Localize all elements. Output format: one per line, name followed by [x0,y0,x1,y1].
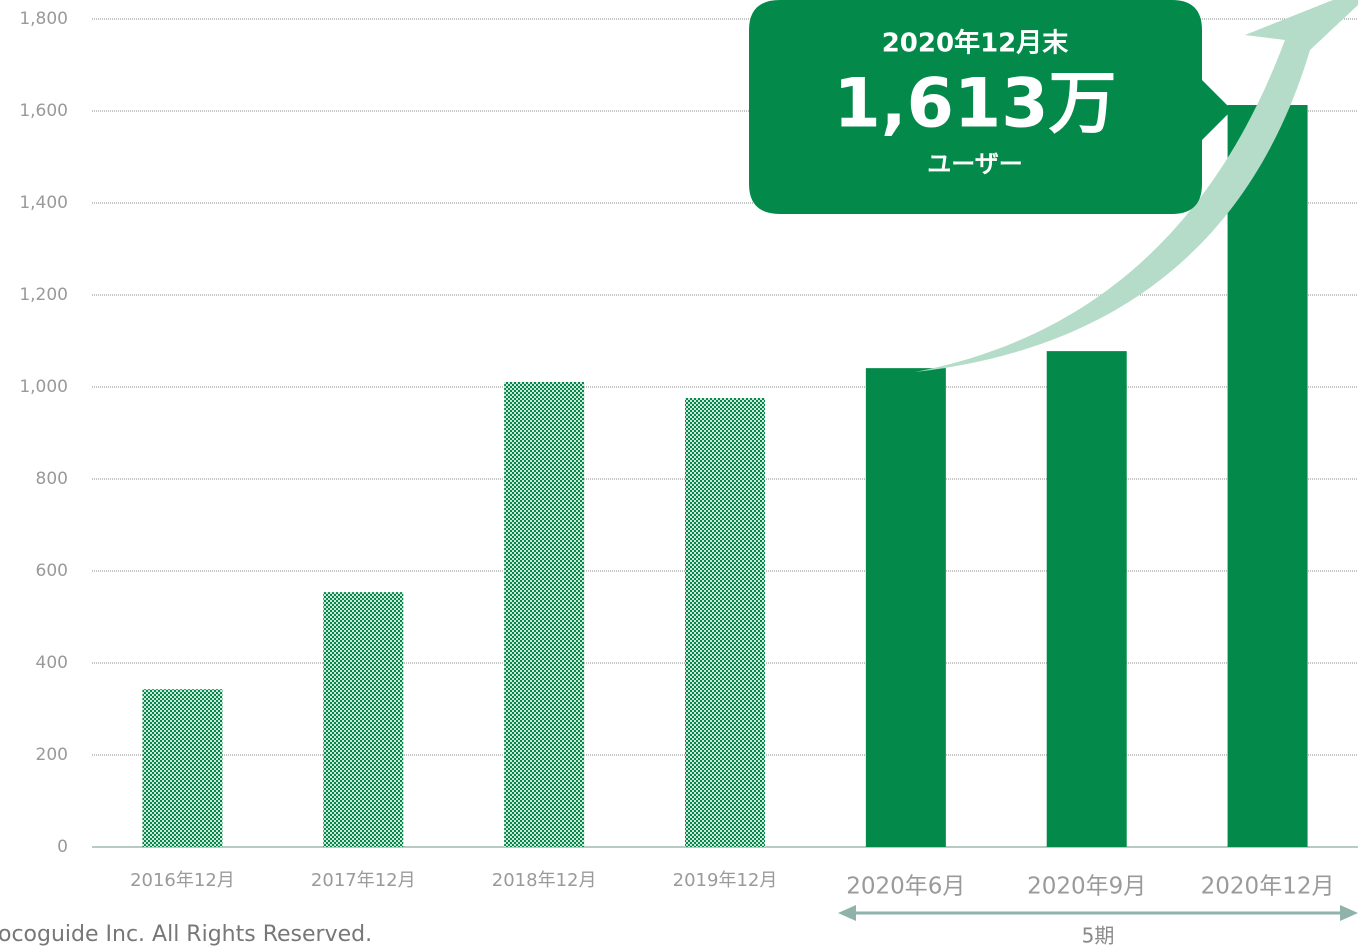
callout-box [749,0,1232,214]
footer: ocoguide Inc. All Rights Reserved. [0,922,372,947]
y-tick-label: 400 [36,653,68,673]
y-tick-label: 1,400 [19,193,68,213]
bar [1046,351,1127,847]
bar [323,592,404,847]
bar [685,398,765,847]
bar [865,368,946,847]
x-tick-label: 2020年12月 [1201,874,1335,900]
callout-value: 1,613万 [833,65,1116,144]
y-tick-label: 1,200 [19,285,68,305]
callout: 2020年12月末 1,613万 ユーザー [749,0,1232,214]
bar [1227,105,1308,847]
bar [142,689,223,847]
callout-date: 2020年12月末 [882,28,1070,59]
y-tick-label: 0 [57,837,68,857]
arrow-head [838,905,856,921]
x-tick-label: 2018年12月 [492,870,597,891]
x-tick-label: 2020年9月 [1027,874,1146,900]
arrow-head [1340,905,1358,921]
y-tick-label: 1,600 [19,101,68,121]
period-label: 5期 [1082,924,1115,948]
period-arrow [838,905,1358,921]
y-tick-label: 800 [36,469,68,489]
x-tick-label: 2019年12月 [673,870,778,891]
x-tick-label: 2016年12月 [130,870,235,891]
x-tick-label: 2017年12月 [311,870,416,891]
bar [504,381,585,847]
y-tick-label: 600 [36,561,68,581]
callout-unit: ユーザー [927,150,1023,178]
y-tick-label: 200 [36,745,68,765]
y-tick-label: 1,000 [19,377,68,397]
x-tick-label: 2020年6月 [846,874,965,900]
y-tick-label: 1,800 [19,9,68,29]
growth-arrow [915,0,1358,372]
